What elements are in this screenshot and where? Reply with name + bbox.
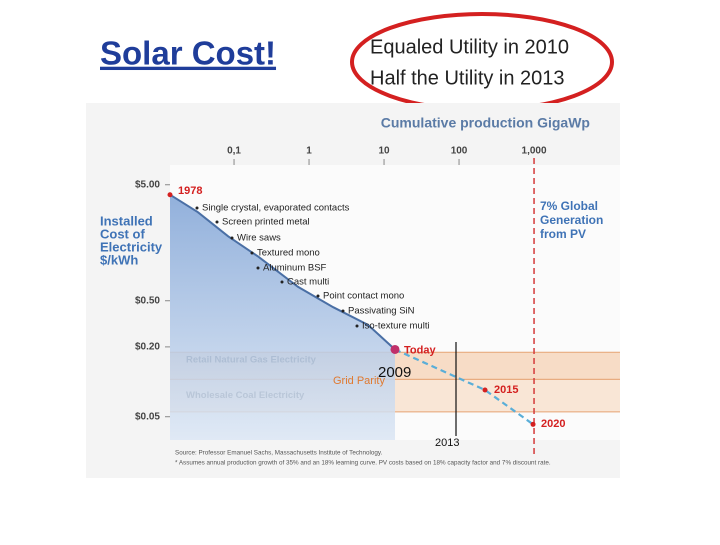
milestone-label: Cast multi (287, 277, 329, 288)
grid-parity-label: Grid Parity (333, 375, 385, 387)
milestone-label: Screen printed metal (222, 217, 310, 228)
x-tick-label: 1 (306, 146, 312, 157)
overlay: 2009 2013 (378, 342, 459, 449)
marker-label: 2013 (435, 437, 459, 449)
chart-title: Cumulative production GigaWp (381, 115, 590, 131)
x-tick-label: 10 (378, 146, 390, 157)
x-tick-label: 0,1 (227, 146, 241, 157)
y-axis-label: $/kWh (100, 252, 138, 267)
milestone-label: Aluminum BSF (263, 263, 327, 274)
callout-line: Equaled Utility in 2010 (370, 36, 569, 58)
bullet (215, 220, 219, 224)
series-line (394, 348, 534, 426)
point-label: 2015 (494, 384, 518, 396)
point (482, 387, 488, 393)
bullet (355, 324, 359, 328)
bullet (341, 309, 345, 313)
bullet (256, 266, 260, 270)
y-tick-label: $0.20 (135, 342, 160, 353)
milestone-label: Iso-texture multi (362, 321, 430, 332)
point-label: Today (404, 344, 436, 356)
callout-ellipse (350, 12, 614, 112)
bullet (230, 236, 234, 240)
y-tick-label: $0.05 (135, 411, 160, 422)
y-tick-label: $0.50 (135, 295, 160, 306)
start-label: 1978 (178, 185, 202, 197)
y-axis-label: Cost of (100, 226, 145, 241)
series-line (169, 193, 396, 351)
area (170, 194, 395, 440)
chart: Retail Natural Gas ElectricityWholesale … (100, 115, 620, 467)
bullet (250, 251, 254, 255)
point (167, 192, 173, 198)
x-tick-label: 100 (451, 146, 468, 157)
bullet (316, 294, 320, 298)
target-note: 7% Global (540, 199, 598, 213)
x-tick-label: 1,000 (522, 146, 547, 157)
target-note: from PV (540, 227, 586, 241)
point-label: 2020 (541, 418, 565, 430)
point (530, 421, 536, 427)
callout-line: Half the Utility in 2013 (370, 67, 565, 89)
milestone-label: Single crystal, evaporated contacts (202, 203, 350, 214)
bullet (280, 280, 284, 284)
source-note: Source: Professor Emanuel Sachs, Massach… (175, 450, 383, 457)
milestone-label: Wire saws (237, 233, 281, 244)
y-axis-label: Installed (100, 213, 153, 228)
marker-label: 2009 (378, 364, 411, 381)
milestone-label: Textured mono (257, 248, 320, 259)
y-axis-label: Electricity (100, 239, 163, 254)
target-note: Generation (540, 213, 603, 227)
y-tick-label: $5.00 (135, 179, 160, 190)
milestone-label: Passivating SiN (348, 306, 415, 317)
slide-title: Solar Cost! (100, 35, 276, 72)
milestone-label: Point contact mono (323, 291, 404, 302)
bullet (195, 206, 199, 210)
source-note: * Assumes annual production growth of 35… (175, 460, 551, 467)
point (390, 344, 400, 354)
